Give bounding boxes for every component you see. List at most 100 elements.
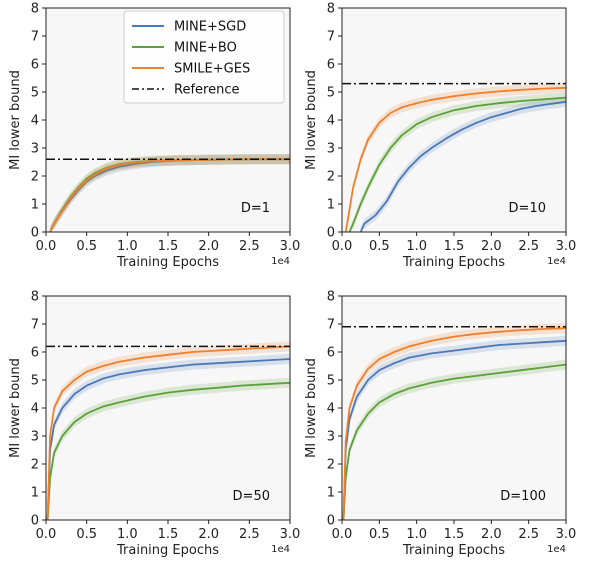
- y-tick-label: 3: [31, 142, 39, 157]
- y-axis-label: MI lower bound: [304, 358, 319, 458]
- x-tick-label: 3.0: [556, 527, 577, 542]
- x-tick-label: 0.0: [332, 239, 353, 254]
- x-tick-label: 0.5: [76, 239, 97, 254]
- y-tick-label: 1: [31, 198, 39, 213]
- legend-box: [123, 10, 285, 104]
- x-tick-label: 2.5: [518, 239, 539, 254]
- panel-3: 0 1 2 3 4 5 6 7 8 0.0 0.5 1.0 1.5 2.0 2.5 3.0 Training E…: [8, 290, 300, 559]
- panel-2: 0 1 2 3 4 5 6 7 8 0.0 0.5 1.0 1.5 2.0 2.5 3.0 Training E…: [304, 2, 576, 271]
- y-tick-label: 0: [327, 226, 335, 241]
- legend-label: Reference: [174, 83, 239, 98]
- plot-area: [342, 8, 566, 232]
- x-tick-label: 0.0: [36, 239, 57, 254]
- y-tick-label: 8: [31, 290, 39, 305]
- x-axis-label: Training Epochs: [402, 255, 505, 270]
- series-line-smile-ges: [49, 158, 290, 232]
- x-tick-label: 0.0: [332, 527, 353, 542]
- x-tick-label: 3.0: [280, 239, 301, 254]
- y-tick-label: 2: [31, 170, 39, 185]
- panel-4: 0 1 2 3 4 5 6 7 8 0.0 0.5 1.0 1.5 2.0 2.5 3.0 Training E…: [304, 290, 576, 559]
- series-group: [342, 323, 566, 520]
- legend: MINE+SGD MINE+BO SMILE+GES Reference: [123, 10, 285, 104]
- y-tick-label: 6: [31, 58, 39, 73]
- y-tick-label: 1: [327, 198, 335, 213]
- y-tick-label: 7: [327, 30, 335, 45]
- series-line-smile-ges: [342, 327, 566, 520]
- x-tick-label: 3.0: [280, 527, 301, 542]
- y-tick-label: 1: [327, 486, 335, 501]
- dimension-annotation: D=50: [233, 489, 270, 504]
- dimension-annotation: D=10: [509, 201, 546, 216]
- plot-area: [46, 296, 290, 520]
- series-line-smile-ges: [344, 86, 566, 232]
- x-tick-label: 1.0: [117, 239, 138, 254]
- x-scale-label: 1e4: [547, 544, 566, 555]
- legend-label: SMILE+GES: [174, 62, 250, 77]
- series-line-smile-ges: [46, 345, 290, 520]
- series-group: [49, 154, 290, 232]
- x-tick-label: 1.0: [406, 239, 427, 254]
- y-tick-label: 3: [327, 142, 335, 157]
- y-tick-label: 0: [31, 514, 39, 529]
- y-tick-label: 6: [327, 58, 335, 73]
- x-tick-label: 0.5: [76, 527, 97, 542]
- y-tick-label: 2: [31, 458, 39, 473]
- series-line-mine-bo: [342, 363, 566, 520]
- series-group: [344, 82, 566, 232]
- y-tick-label: 2: [327, 458, 335, 473]
- x-axis-label: Training Epochs: [402, 543, 505, 558]
- x-tick-label: 1.5: [158, 527, 179, 542]
- y-axis-label: MI lower bound: [304, 70, 319, 170]
- y-tick-label: 5: [31, 374, 39, 389]
- legend-label: MINE+SGD: [174, 20, 246, 35]
- x-tick-label: 1.5: [444, 239, 465, 254]
- x-axis-label: Training Epochs: [116, 255, 219, 270]
- band-mine-sgd: [50, 154, 290, 232]
- x-tick-label: 0.5: [369, 527, 390, 542]
- y-tick-label: 5: [31, 86, 39, 101]
- y-tick-label: 3: [31, 430, 39, 445]
- y-tick-label: 7: [327, 318, 335, 333]
- x-tick-label: 2.5: [239, 527, 260, 542]
- legend-label: MINE+BO: [174, 41, 237, 56]
- y-tick-label: 8: [327, 2, 335, 17]
- y-tick-label: 0: [31, 226, 39, 241]
- x-tick-label: 1.0: [406, 527, 427, 542]
- x-tick-label: 3.0: [556, 239, 577, 254]
- y-tick-label: 6: [31, 346, 39, 361]
- y-tick-label: 4: [31, 402, 39, 417]
- x-scale-label: 1e4: [547, 256, 566, 267]
- y-tick-label: 4: [327, 402, 335, 417]
- y-tick-label: 5: [327, 86, 335, 101]
- series-line-mine-sgd: [46, 358, 290, 520]
- y-tick-label: 6: [327, 346, 335, 361]
- series-group: [46, 341, 290, 520]
- plot-area: [342, 296, 566, 520]
- y-tick-label: 8: [31, 2, 39, 17]
- y-tick-label: 1: [31, 486, 39, 501]
- y-axis-label: MI lower bound: [8, 70, 23, 170]
- series-line-mine-sgd: [342, 339, 566, 520]
- x-axis-label: Training Epochs: [116, 543, 219, 558]
- x-tick-label: 1.5: [444, 527, 465, 542]
- y-tick-label: 3: [327, 430, 335, 445]
- y-axis-label: MI lower bound: [8, 358, 23, 458]
- band-smile-ges: [50, 154, 290, 232]
- dimension-annotation: D=100: [500, 489, 546, 504]
- series-line-mine-bo: [348, 96, 566, 232]
- y-tick-label: 2: [327, 170, 335, 185]
- series-line-mine-sgd: [359, 100, 566, 232]
- y-tick-label: 7: [31, 318, 39, 333]
- x-tick-label: 2.0: [198, 239, 219, 254]
- y-tick-label: 8: [327, 290, 335, 305]
- y-tick-label: 4: [327, 114, 335, 129]
- dimension-annotation: D=1: [241, 201, 270, 216]
- x-tick-label: 2.0: [198, 527, 219, 542]
- y-tick-label: 5: [327, 374, 335, 389]
- x-tick-label: 2.0: [481, 239, 502, 254]
- y-tick-label: 0: [327, 514, 335, 529]
- x-tick-label: 2.5: [518, 527, 539, 542]
- y-tick-label: 4: [31, 114, 39, 129]
- x-tick-label: 0.5: [369, 239, 390, 254]
